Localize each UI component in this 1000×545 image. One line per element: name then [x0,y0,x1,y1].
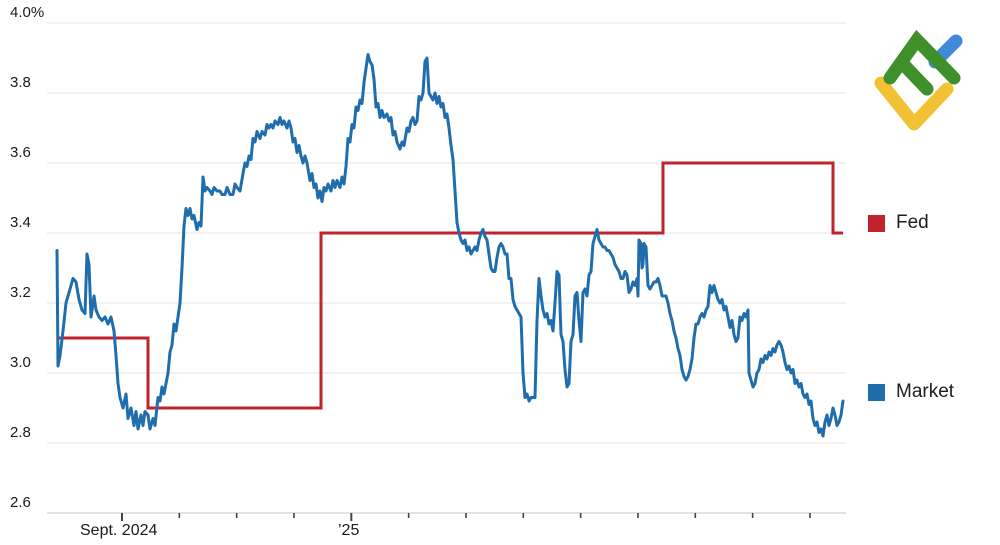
x-axis-ticks [121,513,811,521]
y-axis-label-3-0: 3.0 [10,354,31,371]
logo-yellow-check-stroke [874,76,954,131]
fed-line [57,161,843,410]
market-line [55,53,845,438]
y-axis-label-3-4: 3.4 [10,214,31,231]
market-legend-label: Market [896,381,955,402]
market-legend-swatch [868,383,885,401]
y-axis-label-3-6: 3.6 [10,144,31,161]
y-axis-label-4-0: 4.0% [10,4,45,21]
y-axis-label-2-6: 2.6 [10,494,31,511]
y-axis-label-2-8: 2.8 [10,424,31,441]
y-axis-label-3-2: 3.2 [10,284,31,301]
logo-green-f-arm-stroke [897,58,934,96]
legend-item-market: Market [868,381,954,403]
fed-legend-swatch [868,214,885,232]
fed-legend-label: Fed [896,212,929,233]
y-axis-label-3-8: 3.8 [10,74,31,91]
litefinance-logo [874,29,963,131]
gridlines [47,22,846,514]
legend-item-fed: Fed [868,212,929,234]
x-axis-label-sept-2024: Sept. 2024 [80,522,158,539]
x-axis-label-25: ’25 [338,522,360,539]
